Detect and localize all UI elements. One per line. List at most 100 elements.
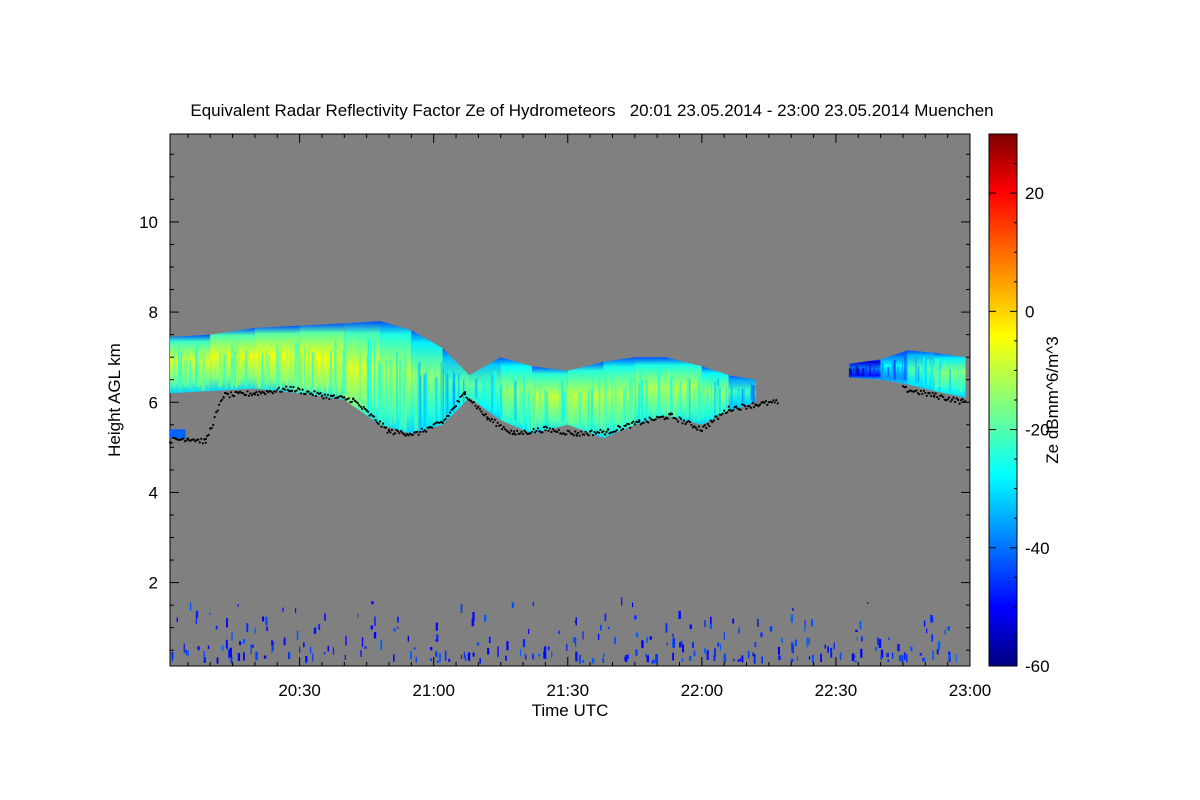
clutter-speck [303, 642, 305, 648]
cloud-base-point [615, 429, 619, 432]
clutter-speck [597, 634, 600, 640]
cloud-base-point [431, 426, 434, 429]
clutter-speck [932, 650, 934, 660]
cloud-base-point [233, 394, 236, 398]
clutter-speck [520, 649, 522, 657]
clutter-speck [923, 657, 926, 662]
clutter-speck [305, 656, 308, 662]
clutter-speck [215, 625, 218, 630]
cloud-base-point [359, 405, 362, 408]
x-axis: 20:30 21:00 21:30 22:00 22:30 23:00 [187, 134, 991, 700]
cloud-base-point [401, 431, 404, 434]
clutter-speck [944, 629, 946, 635]
cloud-base-point [207, 433, 210, 436]
cloud-base-point [182, 437, 185, 440]
cloud-base-point [577, 431, 580, 434]
clutter-speck [579, 654, 581, 664]
clutter-speck [796, 655, 798, 661]
cloud-base-points [168, 385, 967, 445]
clutter-speck [324, 613, 326, 621]
clutter-speck [547, 646, 550, 650]
clutter-speck [373, 632, 377, 639]
cloud-base-point [694, 426, 698, 429]
clutter-speck [197, 646, 200, 651]
cloud-base-point [684, 422, 687, 426]
cloud-base-point [961, 398, 964, 401]
y-tick-label: 10 [139, 213, 158, 232]
cloud-base-point [904, 385, 908, 388]
y-tick-label: 6 [149, 393, 158, 412]
clutter-speck [226, 618, 228, 628]
clutter-speck [464, 655, 467, 661]
cloud-base-point [732, 409, 735, 412]
cloud-base-point [380, 425, 383, 428]
cloud-base-point [323, 393, 326, 396]
cloud-base-point [536, 427, 540, 430]
clutter-speck [714, 648, 716, 657]
cloud-base-point [666, 417, 669, 420]
cloud-base-point [402, 433, 405, 436]
cloud-base-point [325, 396, 328, 399]
clutter-speck [880, 654, 882, 660]
cloud-base-point [723, 409, 726, 412]
clutter-speck [543, 646, 547, 651]
cloud-base-point [423, 429, 426, 432]
x-axis-label: Time UTC [532, 701, 609, 720]
cloud-base-point [496, 421, 499, 424]
clutter-speck [922, 658, 924, 662]
clutter-speck [937, 641, 941, 650]
clutter-speck [463, 651, 465, 659]
clutter-speck [271, 647, 273, 654]
clutter-speck [371, 601, 374, 605]
cloud-base-point [404, 434, 407, 437]
cloud-base-point [727, 405, 730, 408]
cloud-base-point [715, 415, 718, 418]
clutter-speck [436, 660, 439, 663]
cloud-base-point [940, 394, 943, 397]
cloud-base-point [936, 395, 939, 399]
cloud-base-point [373, 415, 376, 418]
clutter-speck [543, 651, 546, 659]
cloud-base-point [295, 389, 298, 392]
cloud-base-point [332, 394, 335, 397]
cloud-base-point [915, 389, 918, 392]
clutter-speck [655, 654, 658, 663]
clutter-speck [851, 653, 855, 661]
cloud-base-point [314, 394, 318, 398]
clutter-speck [833, 642, 835, 650]
clutter-speck [272, 641, 274, 651]
cloud-base-point [460, 394, 464, 397]
cloud-base-point [925, 394, 928, 397]
cloud-base-point [670, 412, 674, 416]
cloud-base-point [237, 392, 240, 395]
y-tick-label: 4 [149, 483, 158, 502]
cloud-base-point [356, 401, 359, 405]
clutter-speck [195, 610, 199, 618]
cloud-base-point [696, 428, 699, 431]
clutter-speck [221, 645, 224, 651]
cloud-base-point [735, 405, 738, 408]
cloud-base-point [283, 388, 286, 391]
cloud-base-point [465, 396, 468, 399]
clutter-speck [781, 638, 783, 643]
cloud-base-point [942, 396, 945, 399]
cloud-base-point [630, 421, 633, 425]
clutter-speck [430, 647, 433, 651]
clutter-speck [709, 624, 712, 629]
cloud-base-point [367, 410, 370, 413]
cloud-base-point [675, 418, 678, 421]
plot-content [168, 321, 967, 664]
x-tick-label: 22:00 [681, 681, 724, 700]
clutter-speck [878, 639, 882, 649]
clutter-speck [332, 647, 335, 655]
cloud-base-point [487, 417, 490, 420]
clutter-speck [228, 649, 230, 659]
clutter-speck [243, 652, 245, 661]
cloud-base-point [933, 395, 936, 398]
cloud-base-point [326, 393, 329, 396]
clutter-speck [627, 654, 629, 660]
clutter-speck [282, 607, 284, 612]
cloud-base-point [624, 424, 628, 427]
cloud-base-point [529, 432, 532, 435]
cloud-base-point [213, 416, 216, 419]
